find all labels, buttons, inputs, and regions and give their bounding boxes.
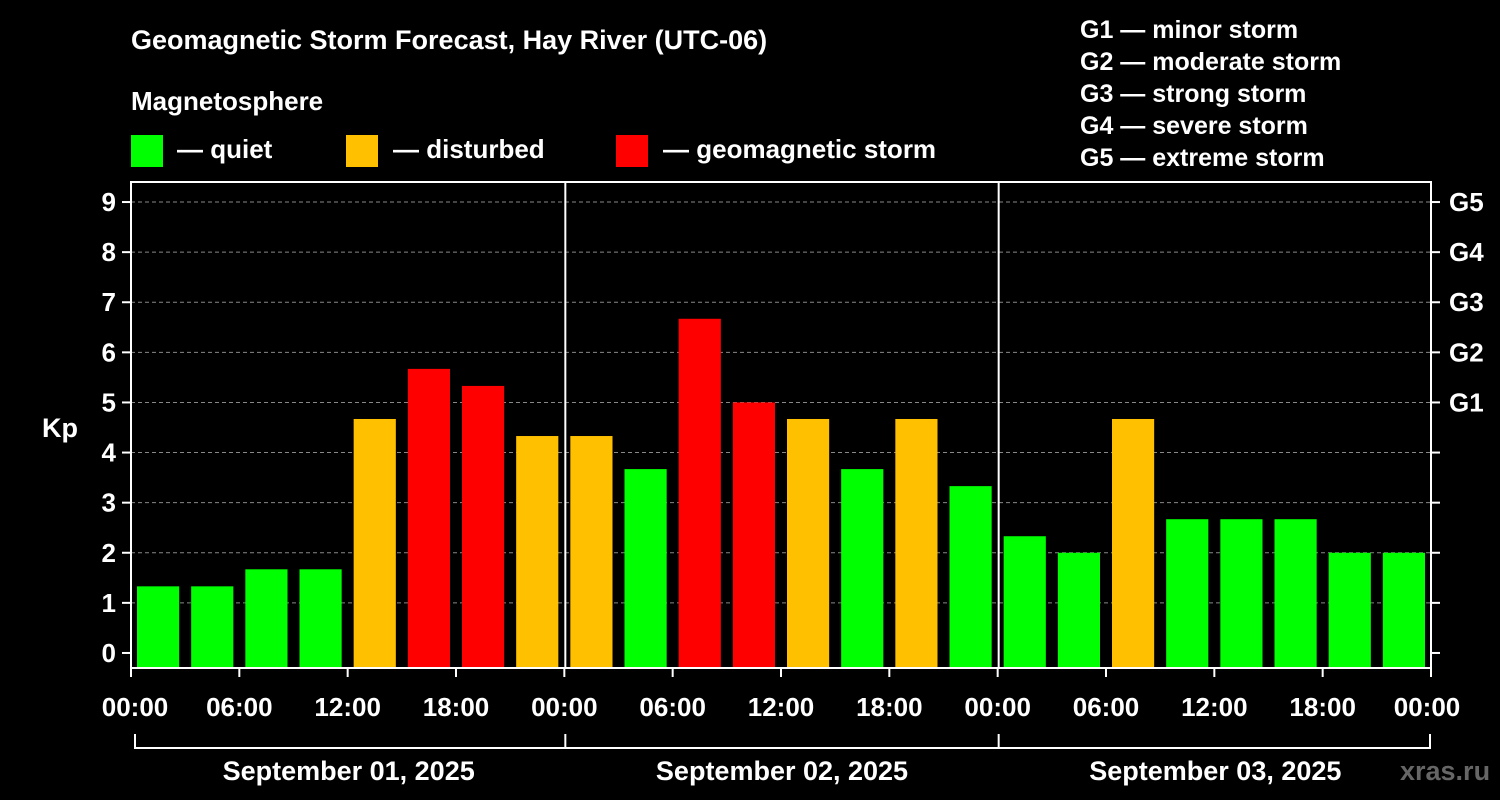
- legend-heading: Magnetosphere: [131, 86, 323, 116]
- x-tick-label: 06:00: [206, 692, 273, 722]
- kp-bar: [570, 436, 613, 668]
- x-axis-ticks: 00:00 06:00 12:00 18:00 00:00 06:00 12:00 18:00…: [102, 668, 1461, 722]
- y-tick-label: 0: [102, 638, 116, 668]
- kp-bar: [1382, 552, 1425, 668]
- x-tick-label: 00:00: [1394, 692, 1461, 722]
- x-tick-label: 18:00: [423, 692, 490, 722]
- g-scale-item: G5 — extreme storm: [1080, 144, 1325, 172]
- legend-label-disturbed: — disturbed: [393, 134, 545, 164]
- kp-bar: [353, 418, 396, 668]
- kp-bar: [841, 469, 884, 668]
- day-label: September 03, 2025: [1089, 756, 1341, 786]
- g-level-label: G2: [1449, 337, 1484, 367]
- day-brackets: September 01, 2025 September 02, 2025 Sept…: [134, 734, 1431, 786]
- x-tick-label: 12:00: [314, 692, 381, 722]
- x-tick-label: 12:00: [1181, 692, 1248, 722]
- y-axis-label: Kp: [42, 413, 78, 443]
- kp-bar: [516, 436, 559, 668]
- kp-bar: [678, 318, 721, 668]
- legend-swatch-storm: [616, 135, 648, 167]
- g-scale-item: G1 — minor storm: [1080, 16, 1298, 44]
- kp-bar: [895, 418, 938, 668]
- y-tick-label: 4: [102, 438, 117, 468]
- y-tick-label: 8: [102, 237, 116, 267]
- kp-bar: [407, 368, 450, 668]
- y-tick-label: 6: [102, 337, 116, 367]
- day-label: September 02, 2025: [656, 756, 908, 786]
- g-level-label: G4: [1449, 237, 1484, 267]
- x-tick-label: 18:00: [1289, 692, 1356, 722]
- kp-bar: [1057, 552, 1100, 668]
- x-tick-label: 06:00: [1073, 692, 1140, 722]
- day-label: September 01, 2025: [223, 756, 475, 786]
- kp-bar: [299, 569, 342, 668]
- y-tick-label: 1: [102, 588, 116, 618]
- kp-bar: [1328, 552, 1371, 668]
- kp-bar: [949, 486, 992, 668]
- kp-bar: [787, 418, 830, 668]
- g-level-label: G5: [1449, 187, 1484, 217]
- x-tick-label: 18:00: [856, 692, 923, 722]
- g-scale-legend: G1 — minor storm G2 — moderate storm G3 …: [1080, 16, 1341, 172]
- g-scale-item: G3 — strong storm: [1080, 80, 1306, 108]
- g-scale-item: G2 — moderate storm: [1080, 48, 1341, 76]
- bars: [137, 318, 1425, 668]
- y-tick-label: 2: [102, 538, 116, 568]
- kp-bar: [1220, 519, 1263, 668]
- legend: — quiet — disturbed — geomagnetic storm: [131, 134, 936, 167]
- kp-bar: [191, 586, 234, 668]
- g-level-label: G1: [1449, 387, 1484, 417]
- y-tick-label: 3: [102, 488, 116, 518]
- x-tick-label: 06:00: [639, 692, 706, 722]
- watermark: xras.ru: [1400, 756, 1490, 786]
- kp-bar: [732, 402, 775, 668]
- chart-title: Geomagnetic Storm Forecast, Hay River (U…: [131, 25, 767, 55]
- kp-bar: [1166, 519, 1209, 668]
- kp-bar: [462, 385, 505, 668]
- g-scale-ticks: G1 G2 G3 G4 G5: [1431, 187, 1484, 654]
- x-tick-label: 00:00: [531, 692, 598, 722]
- kp-bar: [624, 469, 667, 668]
- legend-label-storm: — geomagnetic storm: [663, 134, 936, 164]
- kp-bar: [1112, 418, 1155, 668]
- kp-bar: [1003, 536, 1046, 668]
- legend-label-quiet: — quiet: [177, 134, 273, 164]
- x-tick-label: 12:00: [748, 692, 815, 722]
- kp-bar: [137, 586, 180, 668]
- x-tick-label: 00:00: [964, 692, 1031, 722]
- g-scale-item: G4 — severe storm: [1080, 112, 1308, 140]
- x-tick-label: 00:00: [102, 692, 169, 722]
- y-tick-label: 7: [102, 287, 116, 317]
- y-tick-label: 9: [102, 187, 116, 217]
- y-axis-ticks: 0 1 2 3 4 5 6 7 8 9: [102, 187, 131, 668]
- g-level-label: G3: [1449, 287, 1484, 317]
- legend-swatch-quiet: [131, 135, 163, 167]
- legend-swatch-disturbed: [346, 135, 378, 167]
- y-tick-label: 5: [102, 387, 116, 417]
- kp-bar: [1274, 519, 1317, 668]
- kp-bar: [245, 569, 288, 668]
